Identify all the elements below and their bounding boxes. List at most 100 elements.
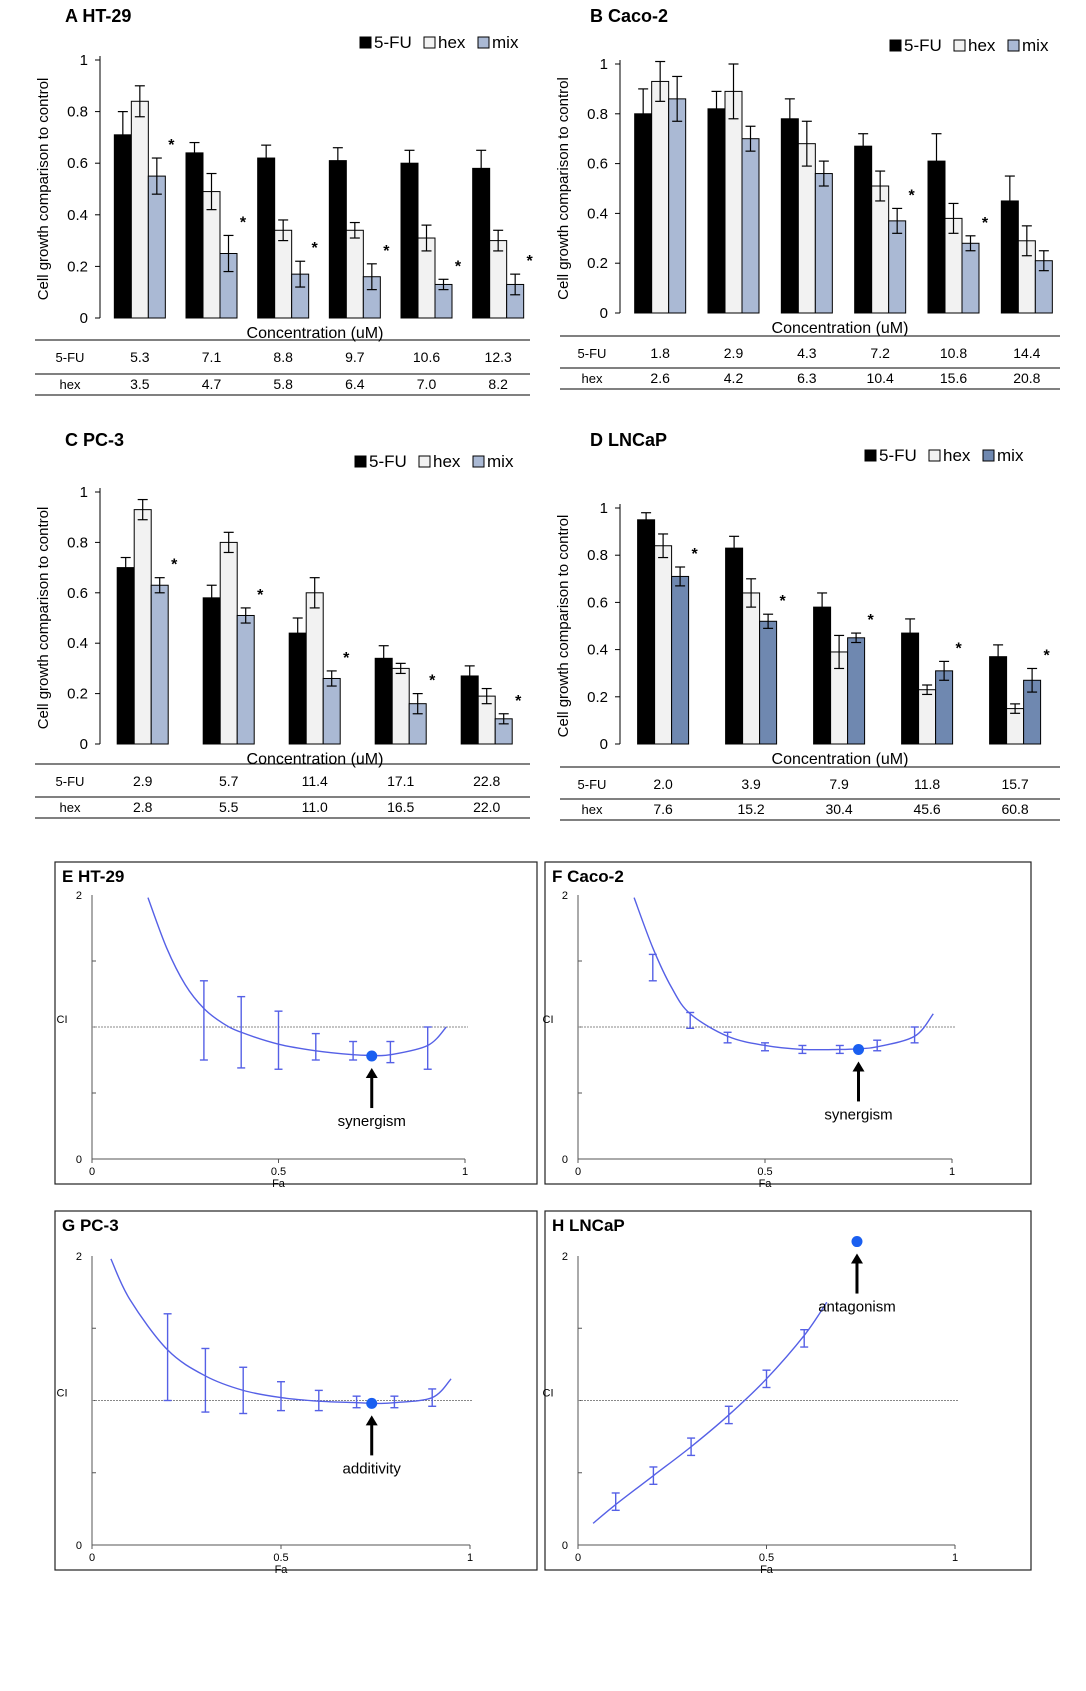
y-axis-label: Cell growth comparison to control <box>555 515 572 738</box>
x-tick-label: 0 <box>575 1166 581 1178</box>
legend-label-mix: mix <box>492 33 519 52</box>
panel-title: C PC-3 <box>65 430 124 450</box>
significance-star: * <box>1043 647 1050 664</box>
legend-label-hex: hex <box>438 33 466 52</box>
dose-value: 2.6 <box>650 370 670 386</box>
dose-row-label: 5-FU <box>578 777 607 792</box>
dose-row-label: hex <box>582 802 603 817</box>
y-tick-label: 0.2 <box>67 686 88 703</box>
x-axis-label: Concentration (uM) <box>247 751 384 768</box>
arrow-head <box>365 1068 378 1079</box>
significance-star: * <box>429 673 436 690</box>
y-axis-label: Cell growth comparison to control <box>35 78 52 301</box>
ci-curve <box>147 897 447 1057</box>
y-axis-label: Cell growth comparison to control <box>35 507 52 730</box>
legend-label-5-fu: 5-FU <box>374 33 412 52</box>
y-tick-label: 1 <box>80 52 88 69</box>
bar-5-fu <box>989 656 1008 745</box>
y-tick-label: 0.6 <box>67 155 88 172</box>
dose-value: 15.2 <box>737 801 764 817</box>
y-tick-label: 0.4 <box>587 205 608 222</box>
legend-swatch-5-fu <box>864 449 877 462</box>
dose-value: 11.4 <box>302 773 328 789</box>
bar-hex <box>345 229 364 319</box>
dose-value: 10.6 <box>413 349 440 365</box>
ci-marker <box>853 1043 864 1055</box>
x-tick-label: 0 <box>89 1552 95 1564</box>
legend-swatch-mix <box>1007 39 1020 52</box>
dose-value: 5.5 <box>219 799 239 815</box>
x-axis-label: Concentration (uM) <box>772 320 909 337</box>
annotation-label: synergism <box>824 1106 892 1123</box>
dose-row-label: 5-FU <box>56 350 85 365</box>
bar-hex <box>918 689 937 745</box>
y-tick-label: 0 <box>76 1540 82 1552</box>
dose-value: 7.9 <box>829 776 849 792</box>
dose-value: 7.6 <box>653 801 673 817</box>
dose-row-label: hex <box>60 377 81 392</box>
y-tick-label: 0 <box>600 736 608 753</box>
dose-value: 7.1 <box>202 349 222 365</box>
dose-value: 15.6 <box>940 370 967 386</box>
y-axis-label: CI <box>543 1014 554 1026</box>
bar-mix <box>147 175 166 319</box>
dose-value: 6.3 <box>797 370 817 386</box>
x-axis-label: Fa <box>760 1564 774 1576</box>
y-tick-label: 2 <box>76 890 82 902</box>
significance-star: * <box>867 612 874 629</box>
bar-hex <box>797 143 816 314</box>
dose-row-label: hex <box>582 371 603 386</box>
bar-hex <box>651 80 670 314</box>
dose-row-label: hex <box>60 800 81 815</box>
bar-5-fu <box>185 152 204 319</box>
dose-value: 6.4 <box>345 376 365 392</box>
arrow-head <box>852 1061 865 1072</box>
bar-hex <box>274 229 293 319</box>
ci-curve <box>592 1301 828 1524</box>
ci-marker <box>366 1397 378 1409</box>
legend-swatch-5-fu <box>889 39 902 52</box>
dose-value: 16.5 <box>387 799 414 815</box>
legend-label-mix: mix <box>487 452 514 471</box>
y-tick-label: 0.6 <box>67 585 88 602</box>
legend-swatch-hex <box>953 39 966 52</box>
legend-swatch-hex <box>423 36 436 49</box>
y-axis-label: CI <box>57 1014 68 1026</box>
bar-hex <box>219 541 238 745</box>
dose-value: 14.4 <box>1013 345 1040 361</box>
bar-mix <box>741 138 760 314</box>
y-tick-label: 0.8 <box>67 104 88 121</box>
bar-5-fu <box>901 632 920 745</box>
arrow-head <box>365 1415 378 1426</box>
y-tick-label: 0.6 <box>587 156 608 173</box>
legend-swatch-5-fu <box>359 36 372 49</box>
panel-title: D LNCaP <box>590 430 667 450</box>
bar-hex <box>742 592 761 745</box>
y-tick-label: 2 <box>562 890 568 902</box>
x-axis-label: Fa <box>275 1564 289 1576</box>
ci-chart-h: H LNCaP 0 2 0 0.5 1 Fa CI antagonism <box>543 1210 1032 1576</box>
bar-hex <box>305 592 324 745</box>
y-tick-label: 0.4 <box>67 635 88 652</box>
dose-value: 60.8 <box>1001 801 1028 817</box>
bar-hex <box>489 240 508 319</box>
dose-value: 15.7 <box>1001 776 1028 792</box>
x-axis-label: Concentration (uM) <box>772 751 909 768</box>
significance-star: * <box>312 240 319 257</box>
bar-mix <box>236 614 255 745</box>
panel-title: B Caco-2 <box>590 6 668 26</box>
bar-5-fu <box>813 606 832 745</box>
y-tick-label: 1 <box>600 56 608 73</box>
x-tick-label: 0.5 <box>273 1552 288 1564</box>
significance-star: * <box>343 650 350 667</box>
dose-value: 5.7 <box>219 773 239 789</box>
bar-mix <box>322 677 341 745</box>
ci-chart-g: G PC-3 0 2 0 0.5 1 Fa CI additivity <box>54 1210 538 1576</box>
legend-label-mix: mix <box>1022 36 1049 55</box>
bar-5-fu <box>707 108 726 314</box>
dose-value: 7.2 <box>870 345 890 361</box>
legend-label-hex: hex <box>433 452 461 471</box>
panel-title: A HT-29 <box>65 6 131 26</box>
significance-star: * <box>171 557 178 574</box>
bar-chart-c: C PC-3 0 0.2 0.4 0.6 0.8 1 Cell growth comparis… <box>35 430 530 819</box>
